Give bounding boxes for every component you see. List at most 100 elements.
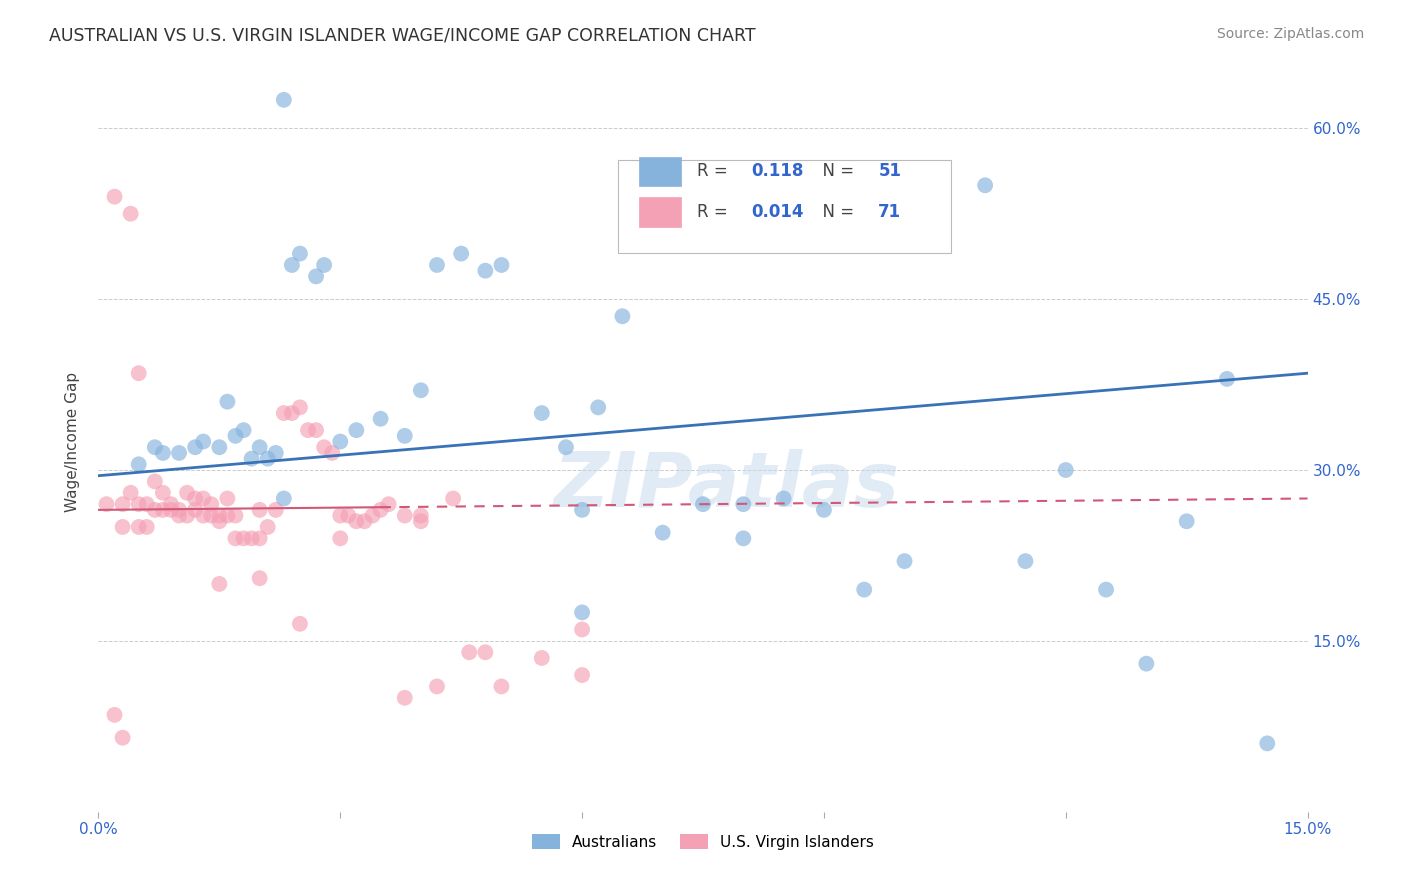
Point xyxy=(249,571,271,585)
Point xyxy=(370,411,392,425)
Point xyxy=(249,440,271,454)
Point xyxy=(143,440,166,454)
Text: N =: N = xyxy=(811,203,859,221)
Point xyxy=(224,429,246,443)
Point xyxy=(193,508,215,523)
Point xyxy=(128,366,150,380)
Point xyxy=(305,269,328,284)
Point xyxy=(474,263,496,277)
Point xyxy=(208,577,231,591)
Point xyxy=(1054,463,1077,477)
Point xyxy=(184,491,207,506)
Point xyxy=(1256,736,1278,750)
Text: AUSTRALIAN VS U.S. VIRGIN ISLANDER WAGE/INCOME GAP CORRELATION CHART: AUSTRALIAN VS U.S. VIRGIN ISLANDER WAGE/… xyxy=(49,27,756,45)
Point xyxy=(458,645,481,659)
Point xyxy=(224,508,246,523)
Point xyxy=(152,446,174,460)
Text: ZIPatlas: ZIPatlas xyxy=(554,449,900,523)
Point xyxy=(208,440,231,454)
Point xyxy=(571,503,593,517)
Point xyxy=(409,384,432,398)
Point xyxy=(772,491,794,506)
Point xyxy=(344,423,367,437)
Point xyxy=(256,451,278,466)
Point xyxy=(344,514,367,528)
Point xyxy=(281,406,304,420)
Point xyxy=(217,508,239,523)
Point xyxy=(1014,554,1036,568)
Point xyxy=(128,458,150,472)
Point xyxy=(288,246,311,260)
Point xyxy=(353,514,375,528)
Point xyxy=(152,485,174,500)
Point xyxy=(491,258,513,272)
Point xyxy=(135,497,157,511)
Point xyxy=(394,429,416,443)
Point xyxy=(474,645,496,659)
Text: Source: ZipAtlas.com: Source: ZipAtlas.com xyxy=(1216,27,1364,41)
Point xyxy=(143,475,166,489)
Text: 51: 51 xyxy=(879,162,901,180)
Point xyxy=(160,503,183,517)
Point xyxy=(273,406,295,420)
Point xyxy=(450,246,472,260)
Point xyxy=(96,497,118,511)
Point xyxy=(426,680,449,694)
Point xyxy=(555,440,578,454)
Point xyxy=(1216,372,1239,386)
Point xyxy=(120,207,142,221)
Point xyxy=(394,690,416,705)
Point xyxy=(409,514,432,528)
Point xyxy=(111,731,134,745)
Point xyxy=(167,503,190,517)
Point xyxy=(103,707,125,722)
Point xyxy=(377,497,399,511)
Point xyxy=(337,508,360,523)
Point xyxy=(426,258,449,272)
FancyBboxPatch shape xyxy=(619,161,950,252)
Point xyxy=(733,532,755,546)
Point xyxy=(1135,657,1157,671)
Point xyxy=(281,258,304,272)
Point xyxy=(370,503,392,517)
Point xyxy=(208,514,231,528)
Point xyxy=(1175,514,1198,528)
Point xyxy=(441,491,464,506)
Point xyxy=(184,440,207,454)
Point xyxy=(314,258,336,272)
Point xyxy=(893,554,915,568)
Point xyxy=(733,497,755,511)
Point xyxy=(273,491,295,506)
Point xyxy=(232,423,254,437)
Point xyxy=(120,485,142,500)
Point xyxy=(240,451,263,466)
Point xyxy=(264,446,287,460)
Point xyxy=(167,508,190,523)
Point xyxy=(571,623,593,637)
Text: N =: N = xyxy=(811,162,859,180)
Point xyxy=(167,446,190,460)
Point xyxy=(409,508,432,523)
Point xyxy=(128,497,150,511)
Point xyxy=(1095,582,1118,597)
Text: R =: R = xyxy=(697,203,733,221)
Point xyxy=(288,401,311,415)
Point xyxy=(135,520,157,534)
Point xyxy=(297,423,319,437)
Text: 0.014: 0.014 xyxy=(751,203,804,221)
Point xyxy=(361,508,384,523)
Point xyxy=(208,508,231,523)
Point xyxy=(329,434,352,449)
Point xyxy=(586,401,609,415)
Point xyxy=(491,680,513,694)
Point xyxy=(224,532,246,546)
Point xyxy=(232,532,254,546)
Point xyxy=(217,491,239,506)
Point xyxy=(530,406,553,420)
Point xyxy=(288,616,311,631)
Point xyxy=(612,310,634,324)
Point xyxy=(240,532,263,546)
Text: R =: R = xyxy=(697,162,733,180)
Point xyxy=(217,394,239,409)
Point xyxy=(128,520,150,534)
